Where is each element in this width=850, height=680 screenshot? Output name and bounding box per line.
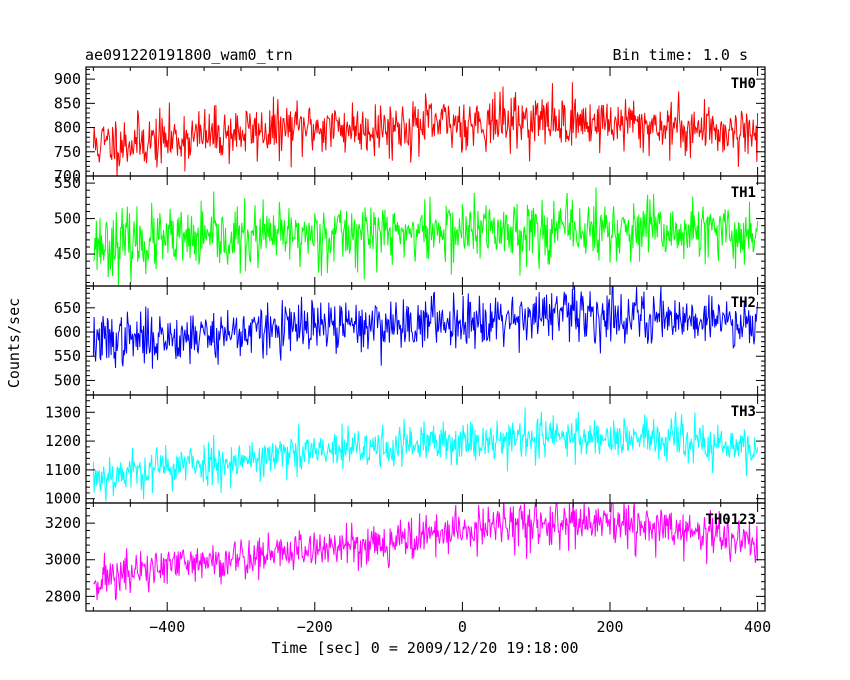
- y-tick-label: 500: [54, 210, 81, 228]
- panel-th0: 700 750 800 850 900 TH0: [54, 66, 766, 185]
- y-tick-label: 550: [54, 174, 81, 192]
- series-line-th0123: [93, 503, 759, 601]
- y-tick-label: 600: [54, 323, 81, 341]
- panel-th1: 450 500 550 TH1: [54, 174, 766, 287]
- panel-label-th1: TH1: [731, 185, 756, 201]
- x-axis-label: Time [sec] 0 = 2009/12/20 19:18:00: [271, 639, 578, 657]
- y-tick-label: 3000: [45, 551, 81, 569]
- x-tick-label: −400: [149, 618, 185, 636]
- x-tick-label: −200: [297, 618, 333, 636]
- y-tick-label: 1000: [45, 490, 81, 508]
- x-axis-tick-labels: −400 −200 0 200 400: [149, 618, 771, 636]
- y-tick-label: 700: [54, 167, 81, 185]
- panel-label-th0123: TH0123: [705, 512, 756, 528]
- y-tick-label: 500: [54, 371, 81, 389]
- chart-title: ae091220191800_wam0_trn: [85, 46, 293, 64]
- panel-label-th0: TH0: [731, 76, 756, 92]
- x-tick-label: 400: [744, 618, 771, 636]
- panel-th2: 500 550 600 650 TH2: [54, 285, 766, 396]
- bin-time-label: Bin time: 1.0 s: [613, 46, 748, 64]
- series-line-th2: [92, 286, 759, 369]
- x-tick-label: 200: [596, 618, 623, 636]
- panels: 700 750 800 850 900 TH0 450 500 550 TH1 500 550 600 6…: [45, 66, 766, 612]
- y-tick-label: 900: [54, 70, 81, 88]
- y-tick-label: 1300: [45, 403, 81, 421]
- series-line-th0: [92, 82, 759, 176]
- series-line-th1: [93, 187, 759, 285]
- y-tick-label: 450: [54, 245, 81, 263]
- y-tick-label: 850: [54, 94, 81, 112]
- y-tick-label: 1100: [45, 461, 81, 479]
- panel-th3: 1000 1100 1200 1300 TH3: [45, 394, 766, 508]
- x-tick-label: 0: [458, 618, 467, 636]
- y-axis-label: Counts/sec: [5, 298, 23, 388]
- y-tick-label: 1200: [45, 432, 81, 450]
- y-tick-label: 550: [54, 347, 81, 365]
- y-tick-label: 650: [54, 299, 81, 317]
- panel-label-th2: TH2: [731, 295, 756, 311]
- series-line-th3: [92, 407, 759, 502]
- y-tick-label: 3200: [45, 514, 81, 532]
- panel-th0123: 2800 3000 3200 TH0123: [45, 502, 766, 612]
- y-tick-label: 2800: [45, 587, 81, 605]
- y-tick-label: 800: [54, 119, 81, 137]
- y-tick-label: 750: [54, 143, 81, 161]
- panel-label-th3: TH3: [731, 404, 756, 420]
